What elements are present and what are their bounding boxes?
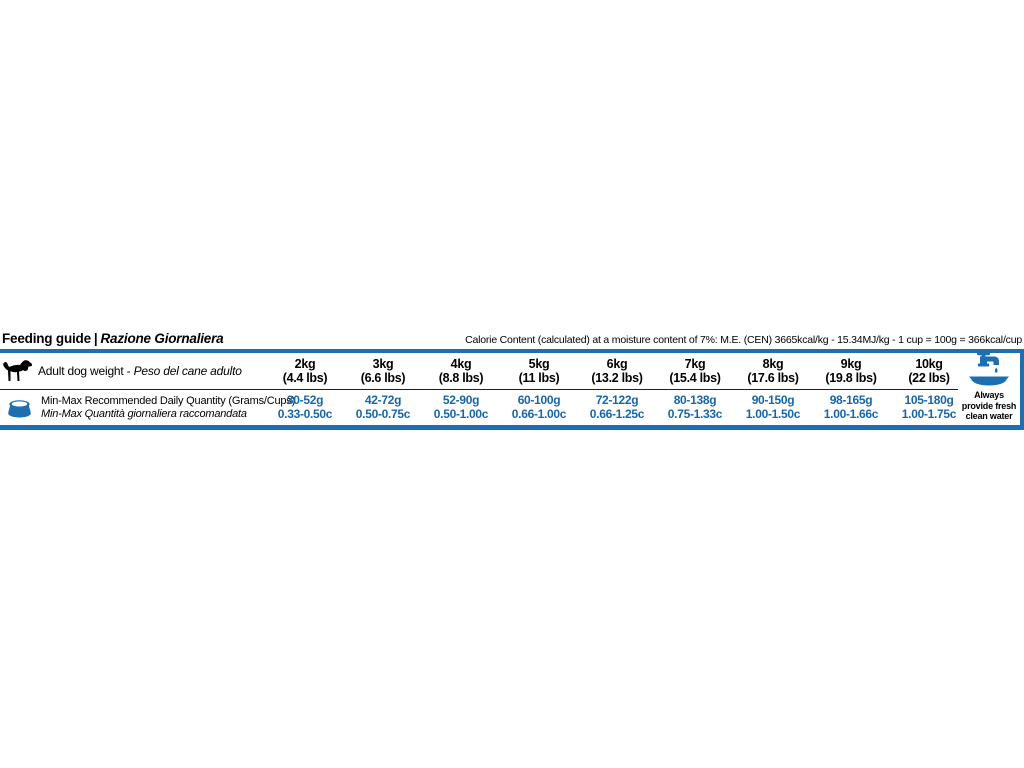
weight-kg: 4kg — [450, 356, 472, 371]
weight-column-6kg: 6kg (13.2 lbs) — [578, 353, 656, 389]
weight-kg: 6kg — [606, 356, 628, 371]
weight-label-english: Adult dog weight - — [38, 364, 134, 378]
weight-row-label-cell: Adult dog weight - Peso del cane adulto — [0, 353, 266, 389]
quantity-grams: 105-180g — [904, 393, 954, 407]
quantity-cups: 0.33-0.50c — [277, 406, 333, 421]
weight-lbs: (11 lbs) — [518, 371, 560, 385]
water-note: Always provide fresh clean water — [961, 390, 1017, 422]
calorie-content-note: Calorie Content (calculated) at a moistu… — [465, 334, 1022, 346]
water-note-line1: Always — [974, 390, 1004, 400]
quantity-cell-5kg: 60-100g 0.66-1.00c — [500, 390, 578, 425]
quantity-label-english: Min-Max Recommended Daily Quantity (Gram… — [41, 395, 296, 407]
weight-label-italian: Peso del cane adulto — [133, 364, 242, 378]
quantity-cups: 1.00-1.66c — [823, 406, 879, 421]
weight-lbs: (4.4 lbs) — [282, 371, 328, 385]
quantity-cups: 0.66-1.00c — [511, 406, 567, 421]
weight-column-9kg: 9kg (19.8 lbs) — [812, 353, 890, 389]
quantity-grams: 42-72g — [364, 393, 402, 407]
weight-lbs: (8.8 lbs) — [438, 371, 484, 385]
quantity-cups: 0.50-0.75c — [355, 406, 411, 421]
top-divider-rule — [0, 349, 1024, 353]
weight-kg: 3kg — [372, 356, 394, 371]
quantity-cell-10kg: 105-180g 1.00-1.75c — [890, 390, 968, 425]
weight-column-4kg: 4kg (8.8 lbs) — [422, 353, 500, 389]
quantity-grams: 72-122g — [595, 393, 639, 407]
quantity-cups: 0.66-1.25c — [589, 406, 645, 421]
quantity-cell-7kg: 80-138g 0.75-1.33c — [656, 390, 734, 425]
quantity-cell-2kg: 30-52g 0.33-0.50c — [266, 390, 344, 425]
faucet-water-bowl-icon — [969, 352, 1009, 386]
weight-lbs: (6.6 lbs) — [360, 371, 406, 385]
quantity-row-label-cell: Min-Max Recommended Daily Quantity (Gram… — [0, 390, 295, 425]
weight-kg: 9kg — [840, 356, 862, 371]
title-separator: | — [93, 331, 98, 346]
quantity-cups: 0.75-1.33c — [667, 406, 723, 421]
section-title: Feeding guide | Razione Giornaliera — [2, 331, 224, 346]
weight-column-8kg: 8kg (17.6 lbs) — [734, 353, 812, 389]
quantity-label-italian: Min-Max Quantità giornaliera raccomandat… — [41, 407, 247, 420]
adult-dog-icon — [3, 359, 33, 381]
weight-kg: 8kg — [762, 356, 784, 371]
weight-kg: 10kg — [915, 356, 943, 371]
fresh-water-cell: Always provide fresh clean water — [958, 351, 1020, 429]
food-bowl-icon — [8, 399, 31, 417]
quantity-cups: 1.00-1.75c — [901, 406, 957, 421]
weight-lbs: (17.6 lbs) — [747, 371, 799, 385]
quantity-cups: 1.00-1.50c — [745, 406, 801, 421]
title-italian: Razione Giornaliera — [100, 331, 224, 346]
weight-lbs: (19.8 lbs) — [825, 371, 877, 385]
quantity-cups: 0.50-1.00c — [433, 406, 489, 421]
quantity-cell-6kg: 72-122g 0.66-1.25c — [578, 390, 656, 425]
weight-column-2kg: 2kg (4.4 lbs) — [266, 353, 344, 389]
bottom-divider-rule — [0, 425, 1024, 430]
weight-column-3kg: 3kg (6.6 lbs) — [344, 353, 422, 389]
water-note-line2: provide fresh — [961, 400, 1017, 411]
weight-column-10kg: 10kg (22 lbs) — [890, 353, 968, 389]
quantity-row-label: Min-Max Recommended Daily Quantity (Gram… — [41, 395, 295, 420]
weight-lbs: (22 lbs) — [908, 371, 950, 385]
quantity-row: Min-Max Recommended Daily Quantity (Gram… — [0, 390, 968, 425]
weight-lbs: (13.2 lbs) — [591, 371, 643, 385]
quantity-grams: 90-150g — [751, 393, 795, 407]
quantity-cell-4kg: 52-90g 0.50-1.00c — [422, 390, 500, 425]
quantity-grams: 60-100g — [517, 393, 561, 407]
quantity-cells: 30-52g 0.33-0.50c 42-72g 0.50-0.75c 52-90g 0.… — [266, 390, 968, 425]
quantity-grams: 30-52g — [286, 393, 324, 407]
weight-column-5kg: 5kg (11 lbs) — [500, 353, 578, 389]
weight-header-row: Adult dog weight - Peso del cane adulto … — [0, 353, 968, 389]
weight-row-label: Adult dog weight - Peso del cane adulto — [38, 364, 242, 378]
quantity-grams: 98-165g — [829, 393, 873, 407]
weight-kg: 7kg — [684, 356, 706, 371]
water-note-line3: clean water — [965, 411, 1013, 421]
quantity-cell-8kg: 90-150g 1.00-1.50c — [734, 390, 812, 425]
weight-kg: 2kg — [294, 356, 316, 371]
quantity-grams: 52-90g — [442, 393, 480, 407]
weight-kg: 5kg — [528, 356, 550, 371]
quantity-cell-3kg: 42-72g 0.50-0.75c — [344, 390, 422, 425]
weight-lbs: (15.4 lbs) — [669, 371, 721, 385]
weight-header-cells: 2kg (4.4 lbs) 3kg (6.6 lbs) 4kg (8.8 lbs) 5kg(… — [266, 353, 968, 389]
title-english: Feeding guide — [2, 331, 91, 346]
right-edge-rule — [1020, 349, 1024, 430]
quantity-grams: 80-138g — [673, 393, 717, 407]
quantity-cell-9kg: 98-165g 1.00-1.66c — [812, 390, 890, 425]
weight-column-7kg: 7kg (15.4 lbs) — [656, 353, 734, 389]
row-separator-line — [0, 389, 958, 391]
